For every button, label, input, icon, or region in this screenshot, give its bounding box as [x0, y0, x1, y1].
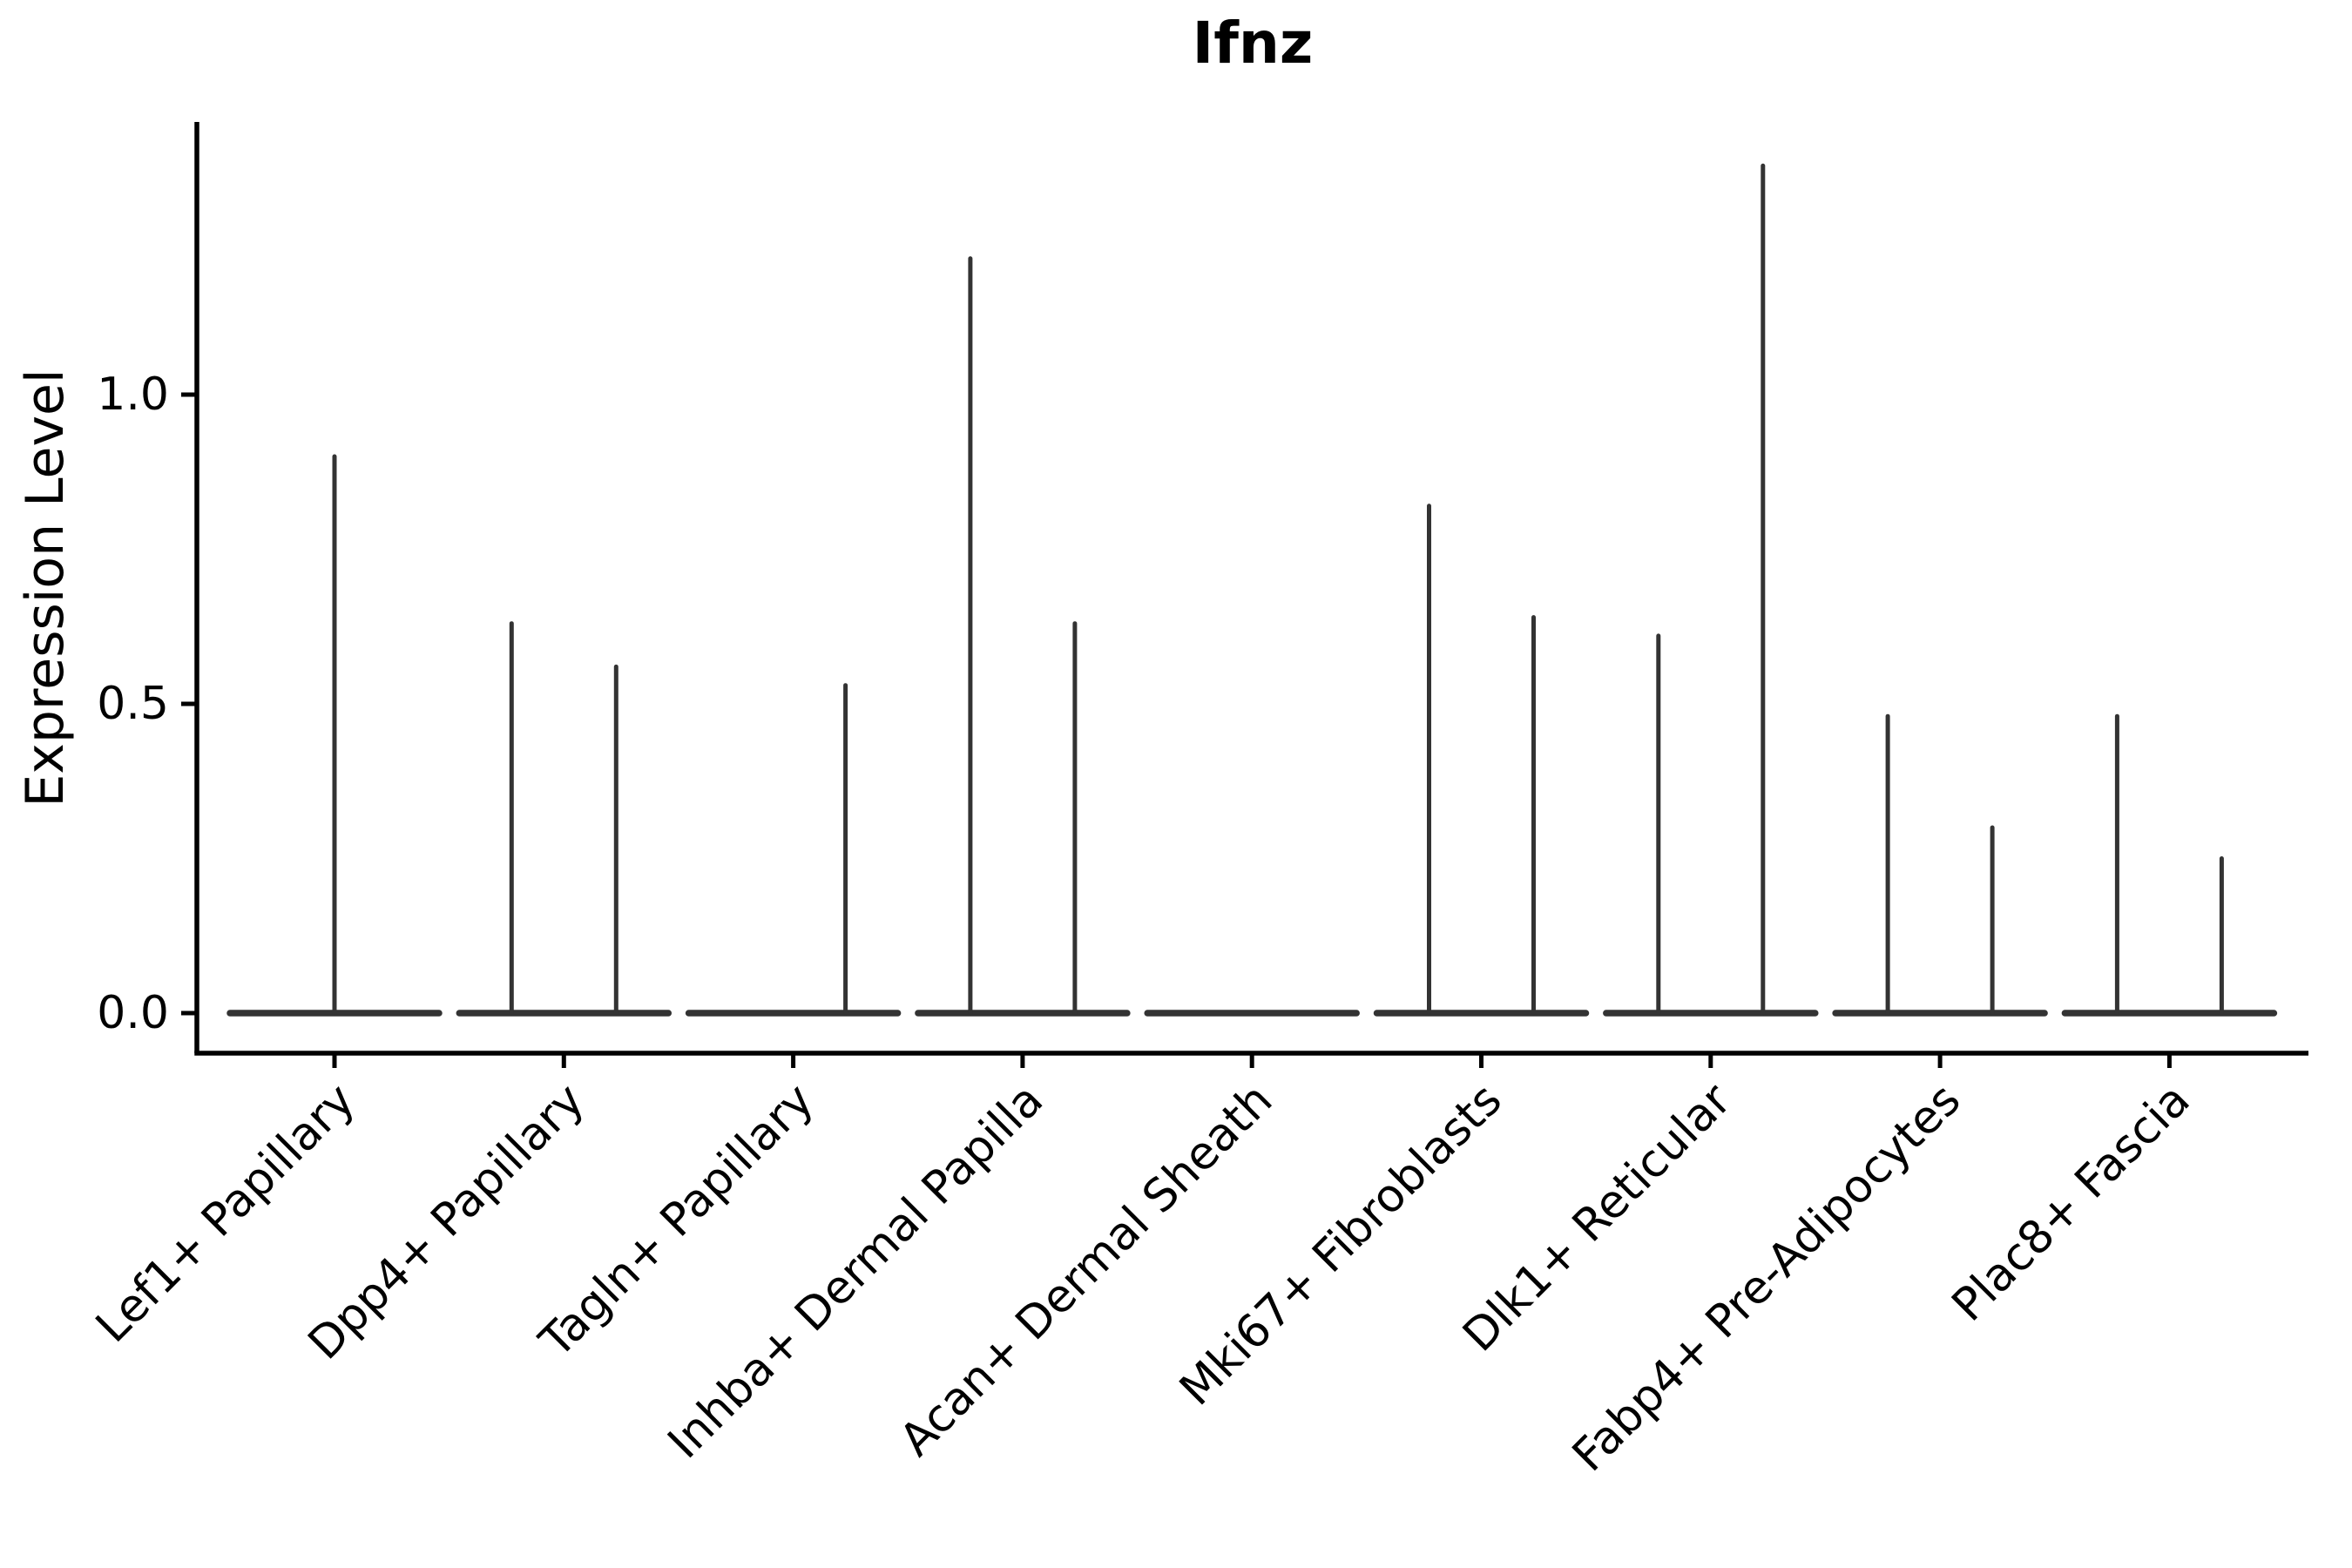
- x-tick-label: Inhba+ Dermal Papilla: [659, 1074, 1053, 1469]
- y-tick-label: 0.0: [97, 987, 169, 1039]
- x-tick-label: Fabp4+ Pre-Adipocytes: [1563, 1074, 1970, 1482]
- y-tick-label: 1.0: [97, 368, 169, 421]
- x-tick-label: Plac8+ Fascia: [1943, 1074, 2200, 1332]
- chart-title: Ifnz: [1193, 10, 1314, 77]
- y-axis-label: Expression Level: [15, 368, 76, 807]
- y-tick-label: 0.5: [97, 678, 169, 730]
- x-tick-label: Acan+ Dermal Sheath: [890, 1074, 1283, 1467]
